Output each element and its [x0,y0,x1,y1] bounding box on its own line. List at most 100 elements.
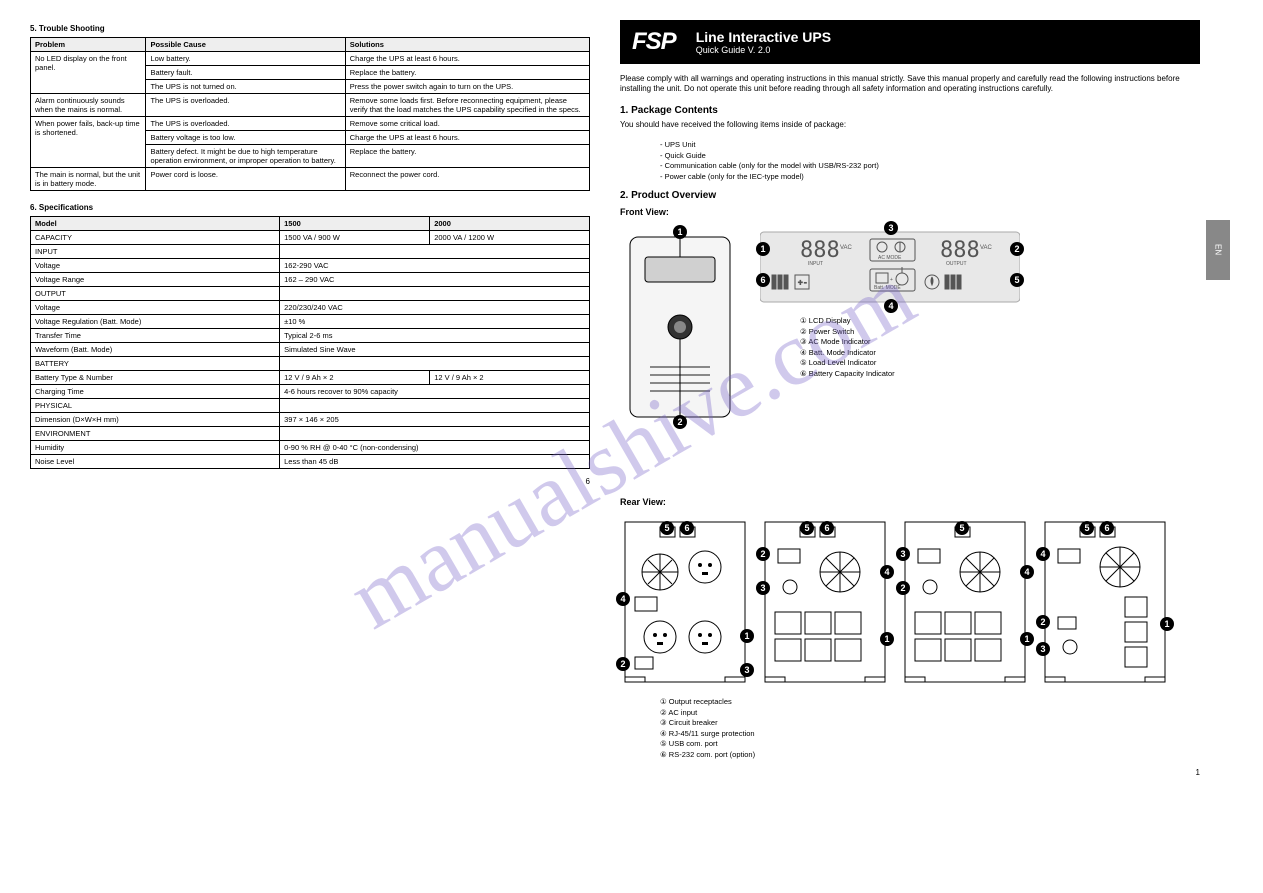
cell: The UPS is overloaded. [146,94,345,117]
cell: Replace the battery. [345,66,589,80]
section2-heading: 2. Product Overview [620,190,1200,201]
table-row: Humidity0-90 % RH @ 0-40 °C (non-condens… [31,441,590,455]
list-item: ② AC input [660,708,1200,719]
cell: Transfer Time [31,329,280,343]
cell: ENVIRONMENT [31,427,280,441]
cell: Voltage [31,301,280,315]
table-row: BATTERY [31,357,590,371]
cell: OUTPUT [31,287,280,301]
front-view-heading: Front View: [620,207,1200,217]
cell: Reconnect the power cord. [345,168,589,191]
rear-legend: ① Output receptacles ② AC input ③ Circui… [620,697,1200,760]
list-item: - UPS Unit [660,140,1200,151]
rear-diagram-4: 5 6 4 1 2 3 [1040,517,1170,687]
cell: Dimension (D×W×H mm) [31,413,280,427]
cell: Remove some critical load. [345,117,589,131]
cell: The UPS is not turned on. [146,80,345,94]
input-digits: 888 [800,238,840,263]
table-row: INPUT [31,245,590,259]
cell: Voltage Range [31,273,280,287]
rear-view-figure: 5 6 4 1 2 3 [620,517,1200,687]
cell: Less than 45 dB [280,455,590,469]
page-number-left: 6 [30,477,590,486]
th-model: Model [31,217,280,231]
cell: Simulated Sine Wave [280,343,590,357]
svg-text:VAC: VAC [980,245,993,251]
brand-title-block: Line Interactive UPS Quick Guide V. 2.0 [696,29,831,55]
svg-text:AC MODE: AC MODE [878,255,902,261]
cell: Waveform (Batt. Mode) [31,343,280,357]
cell: Typical 2-6 ms [280,329,590,343]
cell: Humidity [31,441,280,455]
cell: 12 V / 9 Ah × 2 [430,371,590,385]
cell [280,245,590,259]
cell: Charging Time [31,385,280,399]
cell: Battery voltage is too low. [146,131,345,145]
table-row: No LED display on the front panel. Low b… [31,52,590,66]
callout-1: 1 [880,632,894,646]
ups-front-diagram: 1 2 [620,227,740,427]
cell: Low battery. [146,52,345,66]
left-column: 5. Trouble Shooting Problem Possible Cau… [30,20,590,777]
list-item: - Communication cable (only for the mode… [660,161,1200,172]
table-row: Voltage Regulation (Batt. Mode)±10 % [31,315,590,329]
th-cause: Possible Cause [146,38,345,52]
brand-bar: FSP Line Interactive UPS Quick Guide V. … [620,20,1200,64]
table-row: Voltage Range162 – 290 VAC [31,273,590,287]
callout-1: 1 [1160,617,1174,631]
cell: 1500 VA / 900 W [280,231,430,245]
svg-text:INPUT: INPUT [808,261,823,267]
callout-lcd-4: 4 [884,299,898,313]
intro-text: Please comply with all warnings and oper… [620,74,1200,95]
th-solution: Solutions [345,38,589,52]
cell: PHYSICAL [31,399,280,413]
cell: When power fails, back-up time is shorte… [31,117,146,168]
list-item: ③ AC Mode Indicator [800,337,895,348]
cell: Charge the UPS at least 6 hours. [345,131,589,145]
brand-title: Line Interactive UPS [696,29,831,45]
cell [280,399,590,413]
table-row: Transfer TimeTypical 2-6 ms [31,329,590,343]
output-digits: 888 [940,238,980,263]
table-row: Noise LevelLess than 45 dB [31,455,590,469]
table-row: Dimension (D×W×H mm)397 × 146 × 205 [31,413,590,427]
table-row: Battery Type & Number12 V / 9 Ah × 212 V… [31,371,590,385]
page-container: 5. Trouble Shooting Problem Possible Cau… [0,0,1263,797]
specs-heading: 6. Specifications [30,203,590,212]
troubleshoot-table: Problem Possible Cause Solutions No LED … [30,37,590,191]
th-1500: 1500 [280,217,430,231]
cell: 0-90 % RH @ 0-40 °C (non-condensing) [280,441,590,455]
table-row: PHYSICAL [31,399,590,413]
svg-text:+: + [890,277,893,283]
cell: Battery Type & Number [31,371,280,385]
cell: INPUT [31,245,280,259]
cell: 162-290 VAC [280,259,590,273]
callout-lcd-5: 5 [1010,273,1024,287]
language-tab: EN [1206,220,1230,280]
ups-front-icon [620,227,740,427]
section1-text: You should have received the following i… [620,120,1200,130]
cell: Voltage Regulation (Batt. Mode) [31,315,280,329]
th-problem: Problem [31,38,146,52]
list-item: ④ Batt. Mode Indicator [800,348,895,359]
brand-logo-icon: FSP [632,28,676,56]
rear-unit-icon [900,517,1030,687]
rear-diagram-2: 5 6 2 4 3 1 [760,517,890,687]
callout-3: 3 [740,663,754,677]
list-item: ⑥ RS-232 com. port (option) [660,750,1200,761]
cell: Power cord is loose. [146,168,345,191]
cell: 397 × 146 × 205 [280,413,590,427]
table-header-row: Problem Possible Cause Solutions [31,38,590,52]
cell [280,287,590,301]
list-item: ④ RJ-45/11 surge protection [660,729,1200,740]
table-row: ENVIRONMENT [31,427,590,441]
brand-subtitle: Quick Guide V. 2.0 [696,45,831,55]
th-2000: 2000 [430,217,590,231]
table-row: OUTPUT [31,287,590,301]
section1-heading: 1. Package Contents [620,105,1200,116]
cell: The main is normal, but the unit is in b… [31,168,146,191]
front-view-figure: 1 2 888 VAC INPUT 888 VAC OUTPUT [620,227,1200,427]
cell: The UPS is overloaded. [146,117,345,131]
list-item: ③ Circuit breaker [660,718,1200,729]
cell: CAPACITY [31,231,280,245]
